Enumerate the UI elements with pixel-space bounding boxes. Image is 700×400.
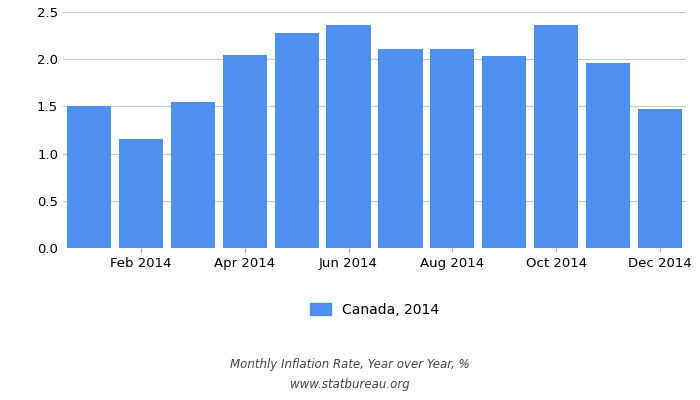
Bar	[534, 25, 578, 248]
Bar	[67, 106, 111, 248]
Bar	[326, 25, 370, 248]
Bar	[119, 140, 163, 248]
Bar	[638, 109, 682, 248]
Legend: Canada, 2014: Canada, 2014	[304, 298, 444, 322]
Bar	[274, 33, 319, 248]
Text: Monthly Inflation Rate, Year over Year, %: Monthly Inflation Rate, Year over Year, …	[230, 358, 470, 371]
Bar	[223, 56, 267, 248]
Bar	[379, 49, 423, 248]
Bar	[171, 102, 215, 248]
Bar	[430, 49, 475, 248]
Bar	[482, 56, 526, 248]
Text: www.statbureau.org: www.statbureau.org	[290, 378, 410, 391]
Bar	[586, 63, 630, 248]
